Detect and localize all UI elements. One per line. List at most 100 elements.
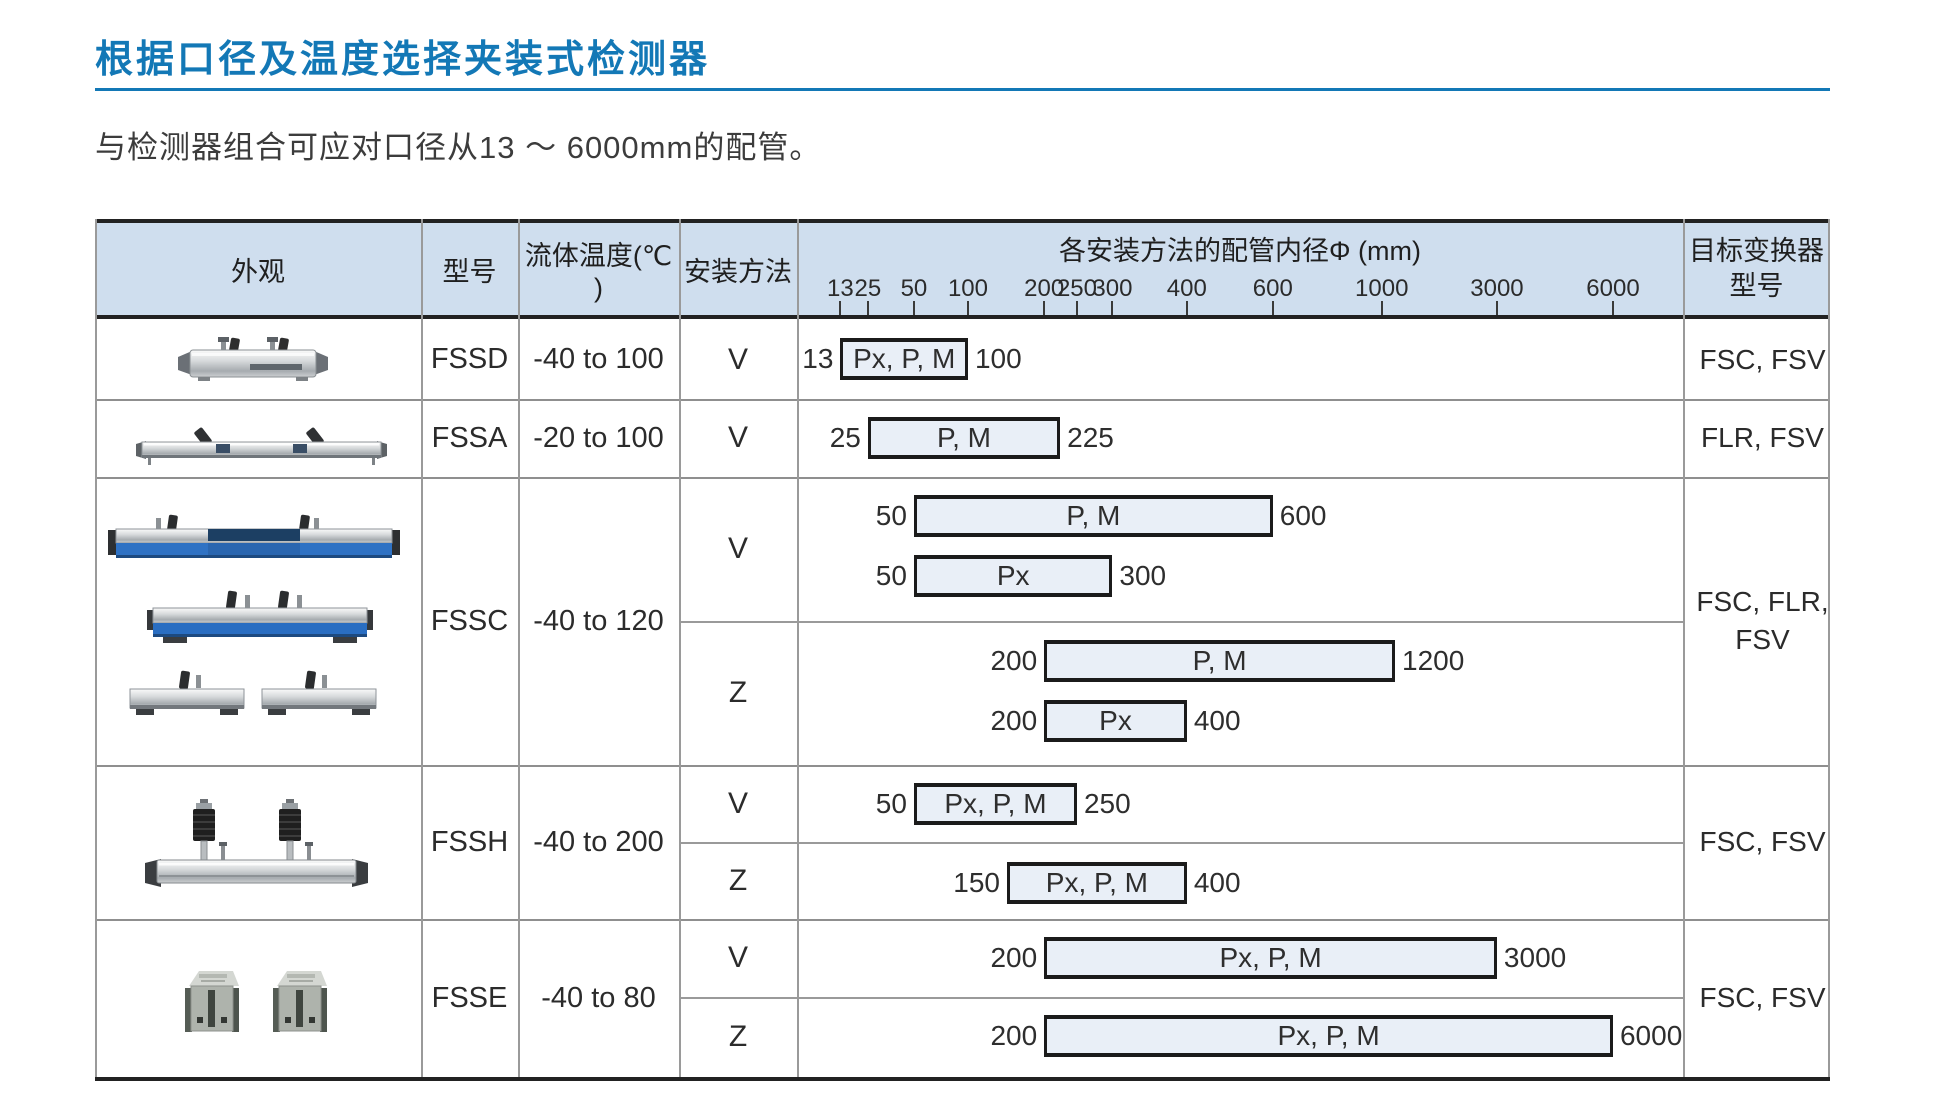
col-header-model: 型号 [442,256,497,287]
method-cell: V [727,532,748,565]
fsse-product-photo [185,971,327,1032]
col-header-appearance: 外观 [231,256,285,287]
axis-tick-mark [966,301,969,317]
row-divider [95,765,1830,767]
range-bar-label: P, M [867,417,1061,459]
axis-tick-label: 13 [827,275,854,302]
subrow-divider [679,997,1683,999]
model-cell: FSSE [431,981,508,1014]
fssc-product-photo-long [108,514,400,558]
range-min: 200 [990,645,1038,676]
range-bar: 50 Px, P, M 250 [876,783,1131,825]
axis-tick-label: 50 [900,275,928,302]
col-header-target-converter: 目标变换器 型号 [1683,223,1830,315]
temp-cell: -40 to 120 [533,604,664,637]
col-header-fluid-temp: 流体温度(℃ ) [524,241,673,303]
range-max: 400 [1193,867,1241,898]
method-cell: V [727,786,748,820]
method-cell: V [727,941,748,974]
range-max: 400 [1193,705,1241,736]
axis-tick-mark [1111,301,1114,317]
range-min: 25 [829,422,861,453]
range-min: 50 [875,560,907,591]
target-header-line2: 型号 [1729,271,1784,301]
axis-tick-mark [1185,301,1188,317]
range-max: 225 [1067,422,1114,453]
column-divider [421,219,423,1077]
column-divider [1828,219,1830,1077]
range-bar-label: Px, P, M [1044,937,1497,979]
range-min: 150 [953,867,1000,898]
temp-cell: -20 to 100 [533,421,664,454]
method-cell: Z [728,863,748,897]
axis-tick-label: 25 [854,275,882,302]
axis-tick-mark [1043,301,1046,317]
axis-tick-label: 100 [947,275,989,302]
table-header-band [95,223,1830,315]
col-header-axis-title: 各安装方法的配管内径Φ (mm) [1058,236,1421,266]
range-bar: 150 Px, P, M 400 [953,862,1241,904]
range-bar: 200 P, M 1200 [990,640,1464,682]
model-cell: FSSD [430,343,509,375]
target-cell: FSC, FSV [1699,826,1826,858]
range-max: 250 [1083,788,1131,819]
row-divider [95,919,1830,921]
range-bar-label: Px, P, M [913,783,1077,825]
axis-tick-label: 1000 [1355,275,1409,302]
method-cell: V [727,342,748,376]
range-min: 200 [990,942,1038,973]
range-bar-label: Px, P, M [1006,862,1187,904]
temp-cell: -40 to 200 [533,825,664,858]
range-bar-label: P, M [1044,640,1396,682]
range-bar: 50 P, M 600 [876,495,1326,537]
fssc-product-photo-pair [129,670,377,715]
range-bar-label: Px, P, M [1044,1015,1613,1057]
axis-tick-label: 6000 [1586,275,1640,302]
range-bar: 200 Px 400 [990,700,1241,742]
range-bar-label: Px, P, M [840,338,968,380]
axis-tick-mark [912,301,915,317]
page-subtitle: 与检测器组合可应对口径从13 ～ 6000mm的配管。 [95,130,822,165]
target-cell: FSC, FSV [1699,982,1826,1014]
column-divider [95,219,97,1077]
temp-cell: -40 to 80 [541,981,656,1014]
target-header-line1: 目标变换器 [1689,235,1824,266]
range-max: 600 [1279,500,1327,531]
fssa-product-photo [136,427,387,465]
axis-tick-mark [1495,301,1498,317]
row-divider [95,477,1830,479]
range-bar: 50 Px 300 [876,555,1166,597]
method-cell: Z [728,1020,748,1053]
range-max: 100 [974,343,1022,374]
range-max: 1200 [1402,645,1465,676]
range-min: 200 [990,1020,1038,1051]
column-divider [1683,219,1685,1077]
axis-tick-mark [1612,301,1614,317]
range-bar: 25 P, M 225 [830,417,1114,459]
column-divider [679,219,681,1077]
axis-tick-mark [1075,301,1078,317]
fssd-product-photo [178,337,328,381]
target-cell: FSC, FSV [1699,343,1826,375]
axis-tick-label: 200 [1024,275,1065,302]
axis-tick-mark [1271,301,1274,317]
range-bar: 200 Px, P, M 3000 [990,937,1566,979]
target-cell: FSC, FLR, FSV [1696,586,1829,655]
selection-table: 外观 型号 流体温度(℃ ) 安装方法 各安装方法的配管内径Φ (mm) 目标变… [95,219,1830,1081]
model-cell: FSSC [430,604,509,637]
header-bottom-border [95,315,1830,319]
column-divider [797,219,799,1077]
range-bar: 200 Px, P, M 6000 [990,1015,1682,1057]
table-top-border [95,219,1830,223]
range-max: 300 [1119,560,1167,591]
method-cell: V [727,421,748,454]
range-max: 6000 [1619,1020,1683,1051]
model-cell: FSSA [431,421,508,454]
row-divider [95,399,1830,401]
method-cell: Z [728,676,748,709]
subrow-divider [679,621,1683,623]
range-bar-label: Px [913,555,1113,597]
title-underline [95,88,1830,91]
range-bar: 13 Px, P, M 100 [802,338,1022,380]
axis-tick-mark [839,301,842,317]
